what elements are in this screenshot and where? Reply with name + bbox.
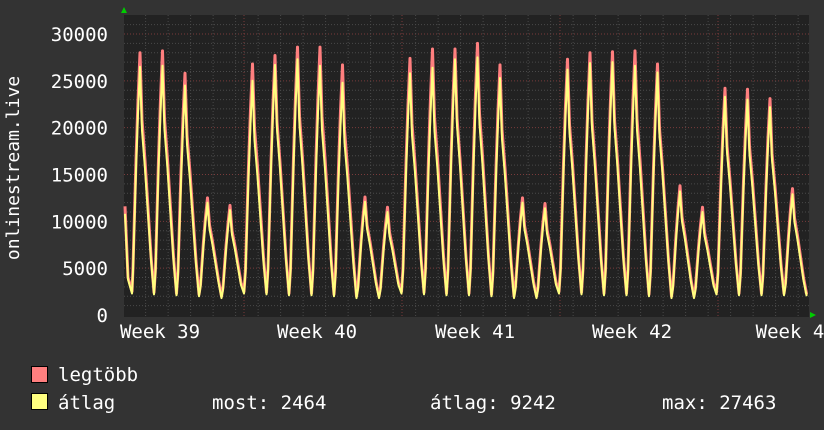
y-axis-label: onlinestream.live bbox=[3, 76, 24, 260]
stat-now: most: 2464 bbox=[212, 392, 327, 414]
x-tick-label: Week 39 bbox=[120, 321, 200, 343]
y-tick-label: 25000 bbox=[51, 71, 108, 93]
series-lines bbox=[123, 41, 808, 300]
stat-max: max: 27463 bbox=[662, 392, 777, 414]
stat-average: átlag: 9242 bbox=[430, 392, 556, 414]
x-axis-arrow-icon bbox=[810, 312, 816, 318]
y-tick-label: 20000 bbox=[51, 118, 108, 140]
legend-swatch-avg bbox=[31, 393, 48, 410]
y-tick-label: 5000 bbox=[62, 258, 108, 280]
series-line-average bbox=[124, 56, 808, 300]
x-tick-label: Week 4 bbox=[756, 321, 824, 343]
y-tick-labels: 0 5000 10000 15000 20000 25000 30000 bbox=[51, 24, 108, 327]
y-axis-arrow-icon bbox=[121, 7, 127, 13]
legend-label-avg: átlag bbox=[58, 392, 116, 414]
x-tick-label: Week 40 bbox=[277, 321, 357, 343]
legend-label-max: legtöbb bbox=[58, 364, 139, 386]
legend-swatch-max bbox=[31, 366, 48, 383]
y-tick-label: 0 bbox=[97, 305, 108, 327]
x-tick-labels: Week 39 Week 40 Week 41 Week 42 Week 4 bbox=[120, 321, 824, 343]
y-tick-label: 10000 bbox=[51, 211, 108, 233]
x-tick-label: Week 42 bbox=[592, 321, 672, 343]
y-tick-label: 30000 bbox=[51, 24, 108, 46]
x-tick-label: Week 41 bbox=[435, 321, 515, 343]
y-tick-label: 15000 bbox=[51, 165, 108, 187]
